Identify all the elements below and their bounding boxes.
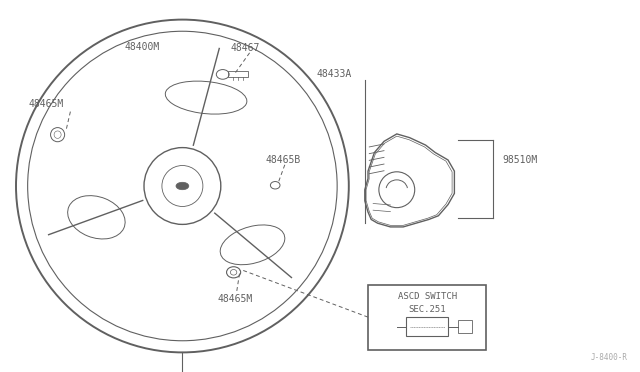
Text: 48465M: 48465M (29, 99, 64, 109)
Text: ASCD SWITCH: ASCD SWITCH (397, 292, 457, 301)
Text: SEC.251: SEC.251 (408, 305, 446, 314)
Text: 48433A: 48433A (317, 70, 352, 79)
Text: 98510M: 98510M (502, 155, 538, 165)
Text: 48465M: 48465M (218, 295, 253, 304)
Text: 48467: 48467 (230, 44, 260, 53)
Text: 48400M: 48400M (125, 42, 160, 51)
Text: 48465B: 48465B (266, 155, 301, 165)
Circle shape (176, 182, 189, 190)
Text: J-8400-R: J-8400-R (590, 353, 627, 362)
